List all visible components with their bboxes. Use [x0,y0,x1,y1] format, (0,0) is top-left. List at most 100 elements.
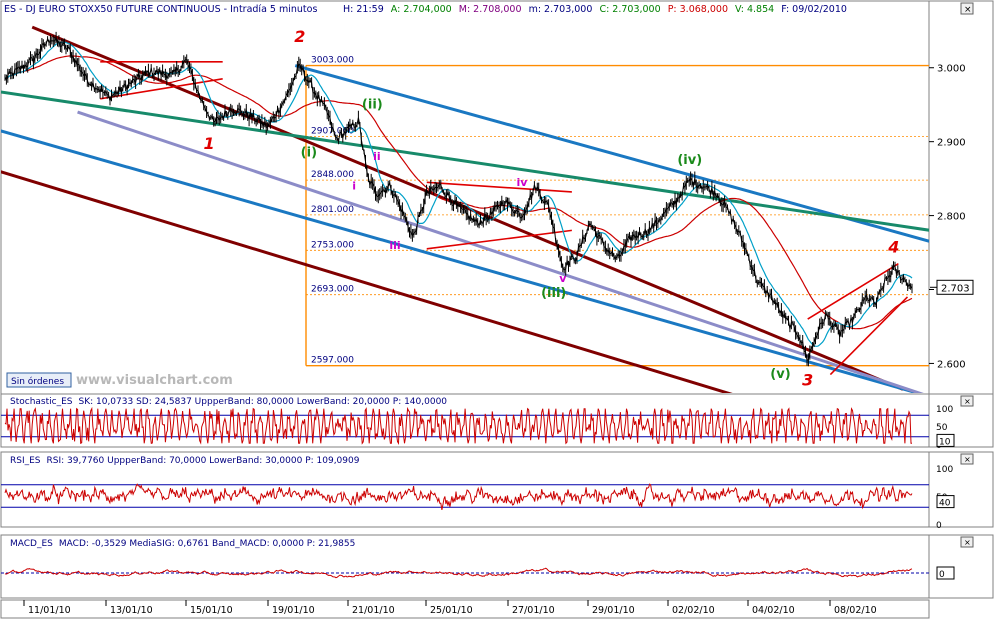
wave-label-minor: ii [373,150,381,163]
wave-label-minor: iv [517,176,529,189]
wave-label-minor: v [559,272,567,285]
oscillator-axis-label: 100 [936,405,953,415]
svg-text:Sin órdenes: Sin órdenes [11,376,64,387]
wave-label-intermediate: (iv) [677,153,702,168]
date-axis [0,599,930,619]
stoch-series [4,406,912,446]
price-axis-label: 2.800 [937,212,966,223]
oscillator-last-box [936,566,955,580]
red-pattern-line [426,229,572,250]
rsi-close-button[interactable]: × [960,453,974,465]
oscillator-last-value: 0 [939,570,945,580]
svg-text:×: × [964,397,971,406]
slow-moving-average [4,55,913,330]
oscillator-last-value: 10 [939,437,951,447]
oscillator-last-box [936,495,955,509]
oscillator-axis-label: 0 [936,521,942,531]
rsi-panel [0,451,930,528]
macd-panel [0,534,930,599]
quote-low: 2.703,000 [544,4,592,15]
last-price-label: 2.703 [941,283,970,294]
wave-label-intermediate: (v) [770,367,790,382]
wave-label-major: 3 [802,371,813,390]
chart-header: ES - DJ EURO STOXX50 FUTURE CONTINUOUS -… [4,4,317,15]
blue-channel-upper [294,64,929,243]
fib-level-label: 2801.000 [311,205,354,215]
rsi-title: RSI_ES RSI: 39,7760 UppperBand: 70,0000 L… [10,456,360,466]
stochastic-plot [1,406,929,446]
main-plot: 3003.0002907.0002848.0002801.0002753.000… [1,25,929,393]
macd-axis: 0 [936,566,955,580]
rsi-axis: 10050040 [936,465,955,531]
green-trend-line [1,90,929,232]
fib-level-label: 2597.000 [311,356,354,366]
wave-label-intermediate: (iii) [541,286,566,301]
svg-text:×: × [964,455,971,464]
macd-close-button[interactable]: × [960,536,974,548]
macd-plot [1,567,929,579]
oscillator-axis-label: 50 [936,423,948,433]
wave-label-minor: i [352,180,356,193]
wave-label-major: 4 [887,238,899,257]
macd-series [4,567,913,579]
wave-label-major: 1 [204,134,215,153]
date-axis-label: 27/01/10 [512,605,555,616]
quote-line: H: 21:59 A: 2.704,000 M: 2.708,000 m: 2.… [343,4,847,15]
wave-label-intermediate: (i) [301,145,317,160]
wave-label-intermediate: (ii) [362,97,383,112]
oscillator-last-box [936,433,955,447]
purple-trend-line [77,110,924,393]
price-axis-label: 2.600 [937,359,966,370]
date-axis-label: 21/01/10 [352,605,395,616]
price-line [4,35,913,361]
quote-high: 2.708,000 [473,4,521,15]
macd-title: MACD_ES MACD: -0,3529 MediaSIG: 0,6761 Ba… [10,539,355,549]
rsi-plot [1,483,929,510]
oscillator-axis-label: 100 [936,465,953,475]
rsi-series [4,483,913,510]
svg-text:×: × [964,538,971,547]
wave-label-minor: iii [389,239,400,252]
red-pattern-line [829,296,909,376]
quote-prev: 3.068,000 [680,4,728,15]
date-axis-label: 04/02/10 [752,605,795,616]
fib-level-label: 2693.000 [311,285,354,295]
price-axis-label: 3.000 [937,64,966,75]
quote-volume: 4.854 [747,4,774,15]
fib-level-label: 3003.000 [311,56,354,66]
dark-channel-lower [1,170,733,393]
quote-open: 2.704,000 [403,4,451,15]
red-pattern-line [426,181,572,193]
date-axis-label: 08/02/10 [834,605,877,616]
blue-channel-lower [1,129,923,393]
fib-level-label: 2753.000 [311,240,354,250]
date-axis-label: 13/01/10 [110,605,153,616]
dark-channel-upper [31,25,904,391]
fast-moving-average [4,41,913,347]
stochastic-close-button[interactable]: × [960,395,974,407]
main-panel [0,0,930,395]
sin-ordenes-button[interactable]: Sin órdenes [6,372,72,388]
date-axis-label: 11/01/10 [28,605,71,616]
oscillator-last-value: 40 [939,499,951,509]
price-axis [928,0,994,395]
date-axis-label: 25/01/10 [430,605,473,616]
fib-level-label: 2848.000 [311,170,354,180]
quote-date: 09/02/2010 [792,4,847,15]
wave-label-major: 2 [294,27,305,46]
close-icon: × [964,5,972,15]
panel-close-button[interactable]: × [960,2,974,15]
date-axis-label: 15/01/10 [190,605,233,616]
red-pattern-line [807,262,899,320]
date-axis-label: 19/01/10 [272,605,315,616]
quote-close: 2.703,000 [612,4,660,15]
date-axis-label: 02/02/10 [672,605,715,616]
stochastic-axis: 10050010 [936,405,955,451]
quote-time: 21:59 [356,4,383,15]
price-axis-label: 2.900 [937,138,966,149]
red-pattern-line [100,78,223,100]
watermark: www.visualchart.com [76,373,233,388]
